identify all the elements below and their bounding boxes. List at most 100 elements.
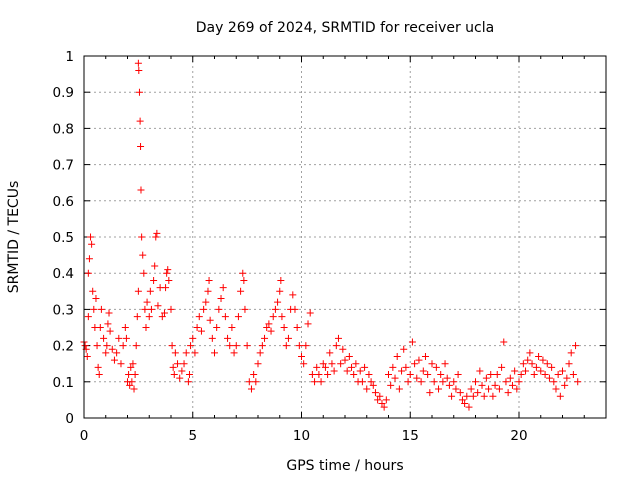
data-point: [526, 349, 534, 357]
data-point: [324, 371, 332, 379]
data-point: [430, 378, 438, 386]
data-point: [145, 313, 153, 321]
data-point: [400, 345, 408, 353]
data-point: [452, 385, 460, 393]
data-point: [295, 342, 303, 350]
data-point: [128, 378, 136, 386]
data-point: [165, 276, 173, 284]
data-point: [448, 392, 456, 400]
data-point: [140, 269, 148, 277]
data-point: [528, 360, 536, 368]
data-point: [189, 334, 197, 342]
y-tick-label: 0.5: [53, 230, 74, 246]
data-point: [137, 143, 145, 150]
data-point: [254, 360, 262, 368]
y-tick-label: 0.8: [53, 121, 74, 137]
data-point: [119, 342, 127, 350]
data-point: [160, 309, 168, 317]
data-point: [300, 360, 308, 368]
data-point: [282, 342, 290, 350]
data-point: [127, 363, 135, 371]
data-point: [106, 327, 114, 335]
data-point: [277, 276, 285, 284]
data-point: [487, 371, 495, 379]
data-point: [308, 371, 316, 379]
data-point: [267, 327, 275, 335]
data-point: [563, 374, 571, 382]
data-point: [187, 342, 195, 350]
data-point: [205, 276, 213, 284]
data-point: [221, 313, 229, 321]
data-point: [522, 367, 530, 375]
data-point: [315, 371, 323, 379]
data-point: [147, 305, 155, 313]
data-point: [543, 360, 551, 368]
data-point: [92, 295, 100, 303]
data-point: [358, 378, 366, 386]
data-point: [137, 186, 145, 194]
data-point: [85, 255, 93, 263]
data-point: [374, 396, 382, 404]
x-axis-title: GPS time / hours: [286, 458, 403, 474]
data-point: [508, 381, 516, 389]
data-point: [530, 371, 538, 379]
data-point: [171, 349, 179, 357]
data-point: [142, 324, 150, 331]
data-point: [465, 403, 473, 411]
data-point: [211, 349, 218, 357]
data-point: [240, 276, 248, 284]
data-point: [146, 287, 154, 295]
data-point: [162, 284, 170, 292]
data-point: [237, 287, 245, 295]
data-point: [136, 117, 144, 125]
data-point: [439, 378, 447, 386]
data-point: [95, 371, 103, 379]
data-point: [94, 363, 102, 371]
data-point: [545, 374, 553, 382]
y-tick-label: 0.3: [53, 302, 74, 318]
data-point: [87, 233, 95, 241]
data-point: [467, 385, 475, 393]
data-point: [345, 352, 353, 360]
data-point: [252, 378, 260, 386]
data-point: [330, 367, 338, 375]
data-point: [271, 305, 279, 313]
data-point: [125, 371, 133, 379]
y-tick-label: 0.6: [53, 194, 74, 210]
data-point: [304, 320, 312, 328]
chart-title: Day 269 of 2024, SRMTID for receiver ucl…: [196, 20, 494, 36]
data-point: [552, 385, 560, 393]
data-point: [243, 342, 251, 350]
data-point: [398, 367, 406, 375]
data-point: [445, 381, 453, 389]
data-point: [389, 363, 397, 371]
data-point: [164, 266, 172, 274]
data-point: [81, 342, 89, 350]
data-point: [332, 342, 340, 350]
data-point: [202, 298, 210, 306]
y-axis-title: SRMTID / TECUs: [6, 181, 22, 294]
data-point: [130, 385, 138, 393]
data-point: [321, 363, 329, 371]
data-point: [293, 324, 301, 331]
data-point: [395, 385, 403, 393]
data-point: [567, 349, 575, 357]
data-point: [378, 400, 386, 408]
grid-lines: [84, 56, 606, 418]
data-point: [131, 371, 139, 379]
data-point: [489, 392, 497, 400]
data-point: [276, 287, 284, 295]
data-point: [391, 374, 399, 382]
data-point: [135, 88, 143, 96]
data-point: [485, 385, 493, 393]
data-point: [380, 403, 388, 411]
data-point: [84, 313, 92, 321]
data-point: [469, 392, 477, 400]
data-point: [371, 389, 379, 397]
data-point: [158, 313, 166, 321]
data-point: [133, 313, 141, 321]
data-point: [402, 363, 410, 371]
data-point: [90, 305, 98, 313]
data-point: [274, 298, 282, 306]
data-point: [122, 334, 130, 342]
